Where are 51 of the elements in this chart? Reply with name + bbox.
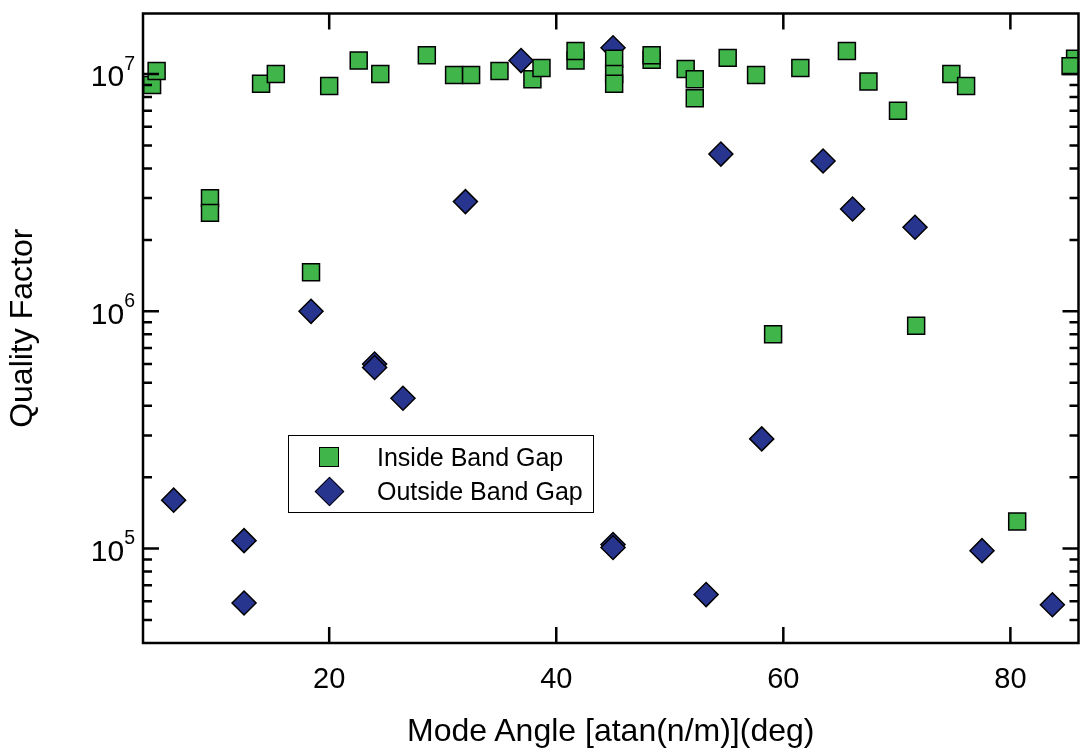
point (452, 188, 479, 215)
point (490, 61, 509, 81)
point (791, 58, 810, 78)
point (390, 385, 416, 412)
point (906, 316, 926, 335)
point (888, 101, 908, 121)
y-axis-title: Quality Factor (3, 228, 40, 428)
legend-label: Inside Band Gap (377, 442, 564, 472)
point (461, 65, 481, 85)
point (532, 58, 551, 78)
point (1039, 591, 1066, 618)
x-tick-label: 60 (767, 662, 800, 695)
point (763, 325, 783, 344)
point (708, 141, 734, 167)
point (969, 537, 995, 564)
x-tick-label: 40 (540, 662, 573, 695)
point (508, 47, 534, 74)
point (685, 70, 704, 89)
point (693, 581, 719, 608)
point (604, 74, 624, 94)
point (749, 426, 775, 452)
point (859, 72, 878, 91)
point (810, 148, 836, 174)
point (444, 65, 464, 85)
point (417, 46, 437, 65)
point (147, 61, 166, 81)
point (566, 41, 585, 61)
point (642, 46, 661, 65)
point (266, 64, 286, 84)
point (839, 196, 866, 222)
point (160, 487, 187, 513)
point (371, 64, 390, 84)
point (746, 65, 766, 85)
point (349, 51, 368, 70)
x-tick-label: 20 (313, 662, 346, 695)
x-axis-title: Mode Angle [atan(n/m)](deg) (407, 711, 815, 748)
point (942, 64, 961, 84)
point (685, 89, 704, 108)
point (319, 76, 339, 96)
point (200, 203, 220, 223)
point (301, 263, 321, 282)
point (298, 298, 324, 325)
point (231, 590, 257, 616)
point (718, 48, 737, 68)
point (1007, 512, 1027, 531)
point (956, 76, 976, 96)
point (902, 214, 928, 241)
point (837, 41, 857, 61)
point (231, 527, 257, 554)
x-tick-label: 80 (994, 662, 1027, 695)
legend-label: Outside Band Gap (377, 476, 583, 506)
